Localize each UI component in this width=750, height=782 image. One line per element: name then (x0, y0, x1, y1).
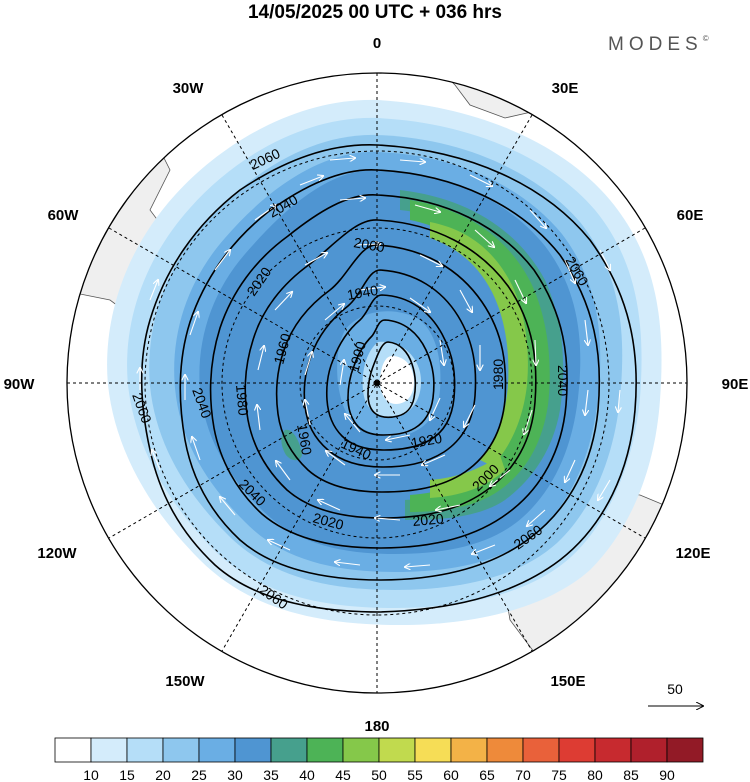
colorbar-swatch (54, 737, 92, 763)
contour-label: 1920 (410, 430, 444, 451)
lon-label-120w: 120W (37, 545, 77, 562)
colorbar-tick-label: 15 (119, 767, 135, 782)
colorbar-swatch (342, 737, 380, 763)
lon-label-0: 0 (373, 35, 381, 52)
contour-label: 2020 (412, 510, 445, 529)
colorbar-swatch (162, 737, 200, 763)
colorbar-swatch (90, 737, 128, 763)
colorbar-swatch (126, 737, 164, 763)
pole-dot-icon (374, 380, 380, 386)
lon-label-60e: 60E (677, 207, 704, 224)
brand-text: MODES (608, 34, 703, 55)
reference-vector: 50 (648, 681, 703, 706)
contour-label: 1900 (345, 339, 369, 373)
colorbar-swatch (414, 737, 452, 763)
reference-vector-label: 50 (667, 681, 683, 697)
colorbar-tick-label: 25 (191, 767, 207, 782)
colorbar-tick-label: 80 (587, 767, 603, 782)
colorbar-tick-label: 60 (443, 767, 459, 782)
colorbar-swatch (378, 737, 416, 763)
colorbar-tick-label: 35 (263, 767, 279, 782)
map-title: 14/05/2025 00 UTC + 036 hrs (247, 2, 503, 23)
colorbar-tick-label: 30 (227, 767, 243, 782)
lon-label-180: 180 (364, 718, 389, 735)
colorbar-tick-label: 45 (335, 767, 351, 782)
colorbar: 10 15 20 25 30 35 40 45 50 55 60 65 70 75 80 85 90 (54, 737, 704, 782)
contour-label: 2040 (555, 365, 571, 396)
colorbar-tick-label: 70 (515, 767, 531, 782)
geopotential-contours (140, 144, 637, 613)
colorbar-tick-label: 10 (83, 767, 99, 782)
lon-label-30e: 30E (552, 80, 579, 97)
contour-label: 2000 (352, 234, 386, 255)
colorbar-tick-label: 75 (551, 767, 567, 782)
lon-label-30w: 30W (173, 80, 205, 97)
colorbar-swatch (630, 737, 668, 763)
lon-label-150w: 150W (165, 673, 205, 690)
contour-label: 1980 (490, 359, 506, 390)
colorbar-swatch (234, 737, 272, 763)
contour-label: 1980 (233, 384, 252, 417)
colorbar-swatch (666, 737, 704, 763)
map-boundary (66, 72, 688, 694)
copyright-mark: © (702, 33, 709, 43)
colorbar-tick-label: 65 (479, 767, 495, 782)
colorbar-tick-label: 50 (371, 767, 387, 782)
colorbar-swatch (594, 737, 632, 763)
colorbar-swatch (198, 737, 236, 763)
colorbar-tick-label: 55 (407, 767, 423, 782)
colorbar-tick-label: 20 (155, 767, 171, 782)
colorbar-tick-label: 40 (299, 767, 315, 782)
graticule (67, 73, 687, 693)
colorbar-swatch (522, 737, 560, 763)
lon-label-60w: 60W (48, 207, 80, 224)
colorbar-tick-label: 85 (623, 767, 639, 782)
contour-label: 1960 (294, 423, 315, 457)
contour-label: 2020 (311, 509, 345, 533)
colorbar-swatch (306, 737, 344, 763)
longitude-labels: 0 30E 60E 90E 120E 150E 180 150W 120W 90… (4, 35, 749, 735)
map-disk (67, 73, 687, 693)
wind-vectors (140, 158, 620, 567)
contour-label: 1960 (270, 331, 294, 365)
modes-logo: MODES© (608, 34, 709, 56)
lon-label-90e: 90E (722, 376, 749, 393)
lon-label-150e: 150E (550, 673, 585, 690)
lon-label-120e: 120E (675, 545, 710, 562)
colorbar-swatch (270, 737, 308, 763)
contour-label: 1940 (346, 282, 380, 303)
colorbar-swatch (558, 737, 596, 763)
colorbar-tick-label: 90 (659, 767, 675, 782)
colorbar-swatch (486, 737, 524, 763)
lon-label-90w: 90W (4, 376, 36, 393)
colorbar-swatch (450, 737, 488, 763)
